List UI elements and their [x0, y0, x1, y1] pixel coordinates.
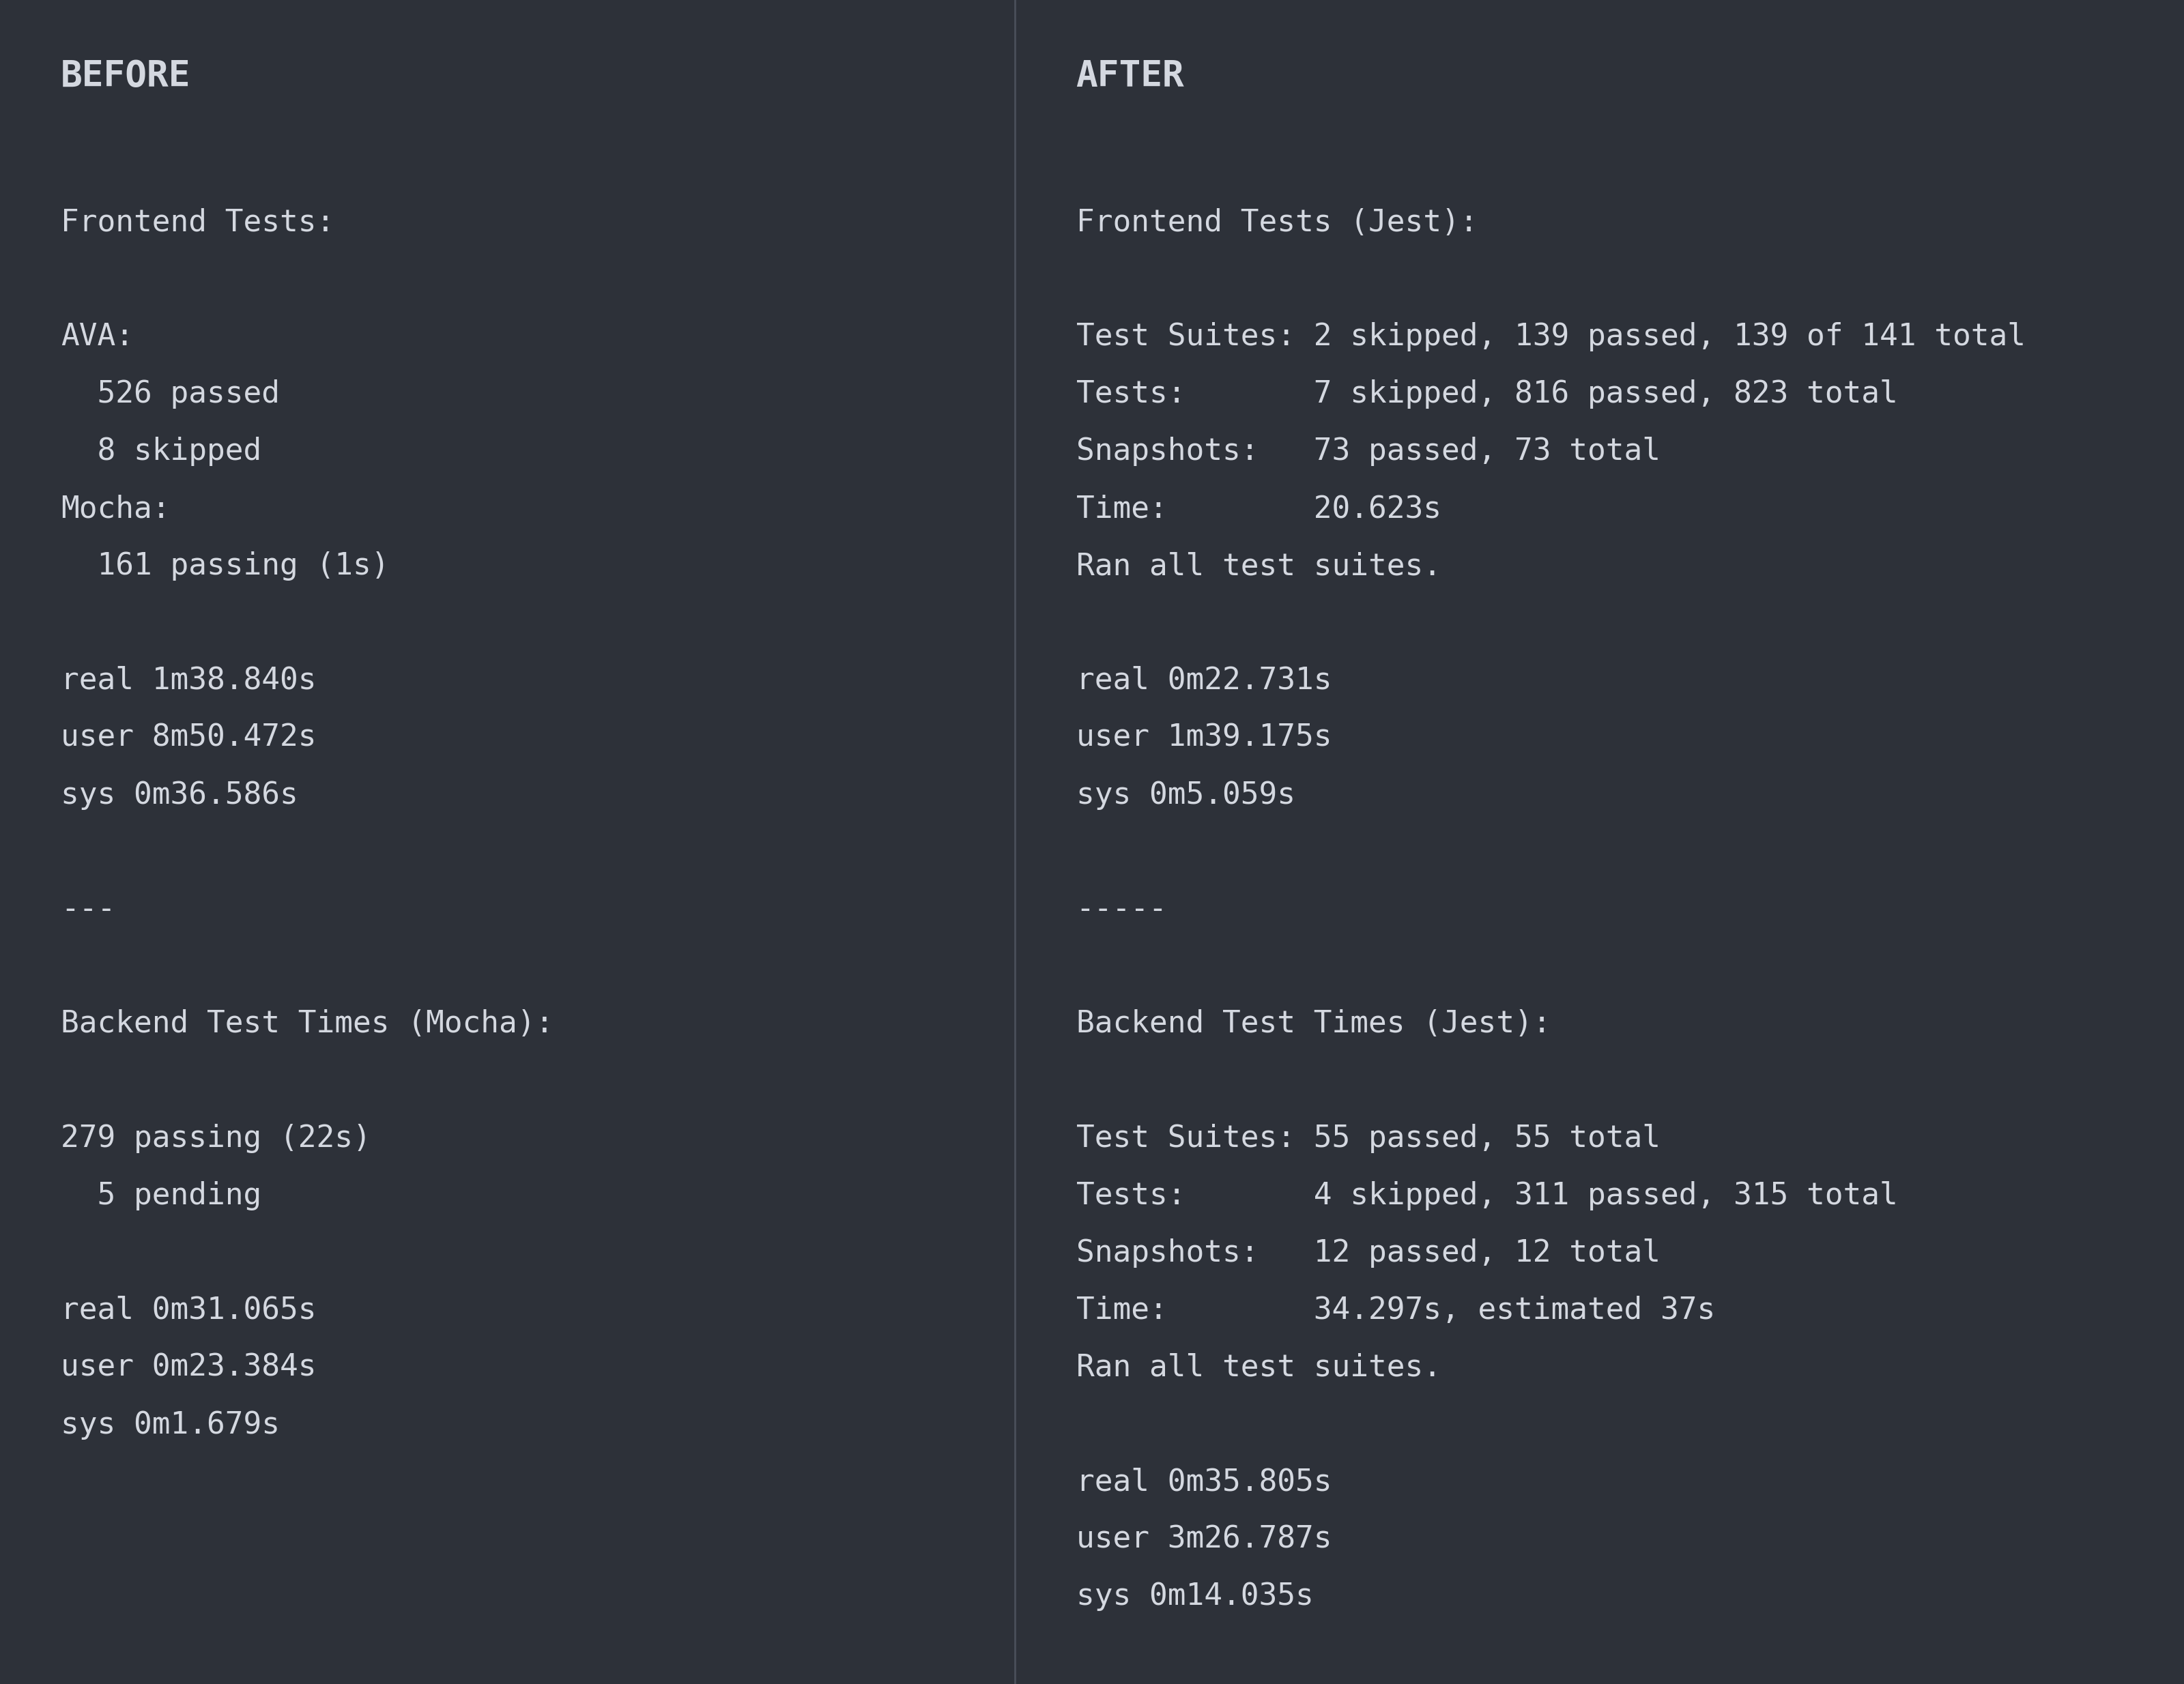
Text: user 0m23.384s: user 0m23.384s: [61, 1352, 317, 1383]
Text: 161 passing (1s): 161 passing (1s): [61, 551, 389, 581]
Text: Tests:       7 skipped, 816 passed, 823 total: Tests: 7 skipped, 816 passed, 823 total: [1077, 379, 1898, 409]
Text: real 1m38.840s: real 1m38.840s: [61, 665, 317, 695]
Text: user 1m39.175s: user 1m39.175s: [1077, 722, 1332, 753]
Text: user 8m50.472s: user 8m50.472s: [61, 722, 317, 753]
Text: Test Suites: 2 skipped, 139 passed, 139 of 141 total: Test Suites: 2 skipped, 139 passed, 139 …: [1077, 322, 2025, 352]
Text: Backend Test Times (Mocha):: Backend Test Times (Mocha):: [61, 1009, 555, 1039]
Text: Ran all test suites.: Ran all test suites.: [1077, 1352, 1441, 1383]
Text: Snapshots:   12 passed, 12 total: Snapshots: 12 passed, 12 total: [1077, 1238, 1660, 1268]
Text: -----: -----: [1077, 894, 1166, 925]
Text: Time:        20.623s: Time: 20.623s: [1077, 493, 1441, 524]
Text: Backend Test Times (Jest):: Backend Test Times (Jest):: [1077, 1009, 1551, 1039]
Text: Frontend Tests (Jest):: Frontend Tests (Jest):: [1077, 207, 1479, 237]
Text: sys 0m36.586s: sys 0m36.586s: [61, 780, 299, 810]
Text: Mocha:: Mocha:: [61, 493, 170, 524]
Text: Time:        34.297s, estimated 37s: Time: 34.297s, estimated 37s: [1077, 1295, 1714, 1325]
Text: 5 pending: 5 pending: [61, 1180, 262, 1211]
Text: ---: ---: [61, 894, 116, 925]
Text: real 0m31.065s: real 0m31.065s: [61, 1295, 317, 1325]
Text: 279 passing (22s): 279 passing (22s): [61, 1123, 371, 1154]
Text: Test Suites: 55 passed, 55 total: Test Suites: 55 passed, 55 total: [1077, 1123, 1660, 1154]
Text: real 0m35.805s: real 0m35.805s: [1077, 1467, 1332, 1497]
Text: real 0m22.731s: real 0m22.731s: [1077, 665, 1332, 695]
Text: Frontend Tests:: Frontend Tests:: [61, 207, 334, 237]
Text: 526 passed: 526 passed: [61, 379, 280, 409]
Text: 8 skipped: 8 skipped: [61, 436, 262, 466]
Text: AFTER: AFTER: [1077, 59, 1184, 94]
Text: sys 0m14.035s: sys 0m14.035s: [1077, 1581, 1313, 1612]
Text: sys 0m1.679s: sys 0m1.679s: [61, 1410, 280, 1440]
Text: Ran all test suites.: Ran all test suites.: [1077, 551, 1441, 581]
Text: user 3m26.787s: user 3m26.787s: [1077, 1524, 1332, 1554]
Text: AVA:: AVA:: [61, 322, 133, 352]
Text: Tests:       4 skipped, 311 passed, 315 total: Tests: 4 skipped, 311 passed, 315 total: [1077, 1180, 1898, 1211]
Text: BEFORE: BEFORE: [61, 59, 190, 94]
Text: Snapshots:   73 passed, 73 total: Snapshots: 73 passed, 73 total: [1077, 436, 1660, 466]
Text: sys 0m5.059s: sys 0m5.059s: [1077, 780, 1295, 810]
